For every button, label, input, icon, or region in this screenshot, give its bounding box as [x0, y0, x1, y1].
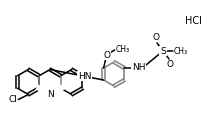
Text: HN: HN [78, 72, 92, 81]
Text: CH₃: CH₃ [174, 46, 188, 55]
Text: N: N [47, 90, 53, 99]
Text: HCl: HCl [185, 16, 202, 26]
Text: O: O [152, 33, 159, 42]
Text: CH₃: CH₃ [116, 45, 130, 54]
Text: NH: NH [132, 64, 145, 73]
Text: O: O [103, 51, 110, 60]
Text: S: S [160, 46, 166, 55]
Text: O: O [167, 60, 173, 69]
Text: Cl: Cl [8, 95, 17, 104]
